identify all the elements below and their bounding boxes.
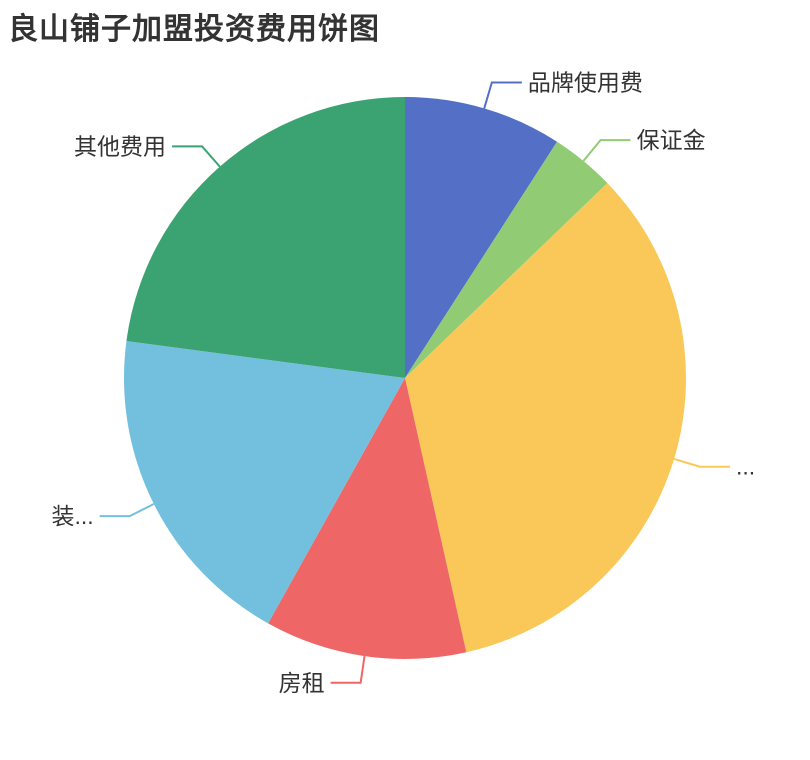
pie-label-2: ... [736, 454, 755, 480]
pie-slice-4[interactable] [123, 341, 405, 624]
pie-label-4: 装... [52, 503, 94, 529]
label-line-0 [483, 81, 522, 109]
pie-slice-1[interactable] [405, 141, 608, 378]
label-line-3 [330, 655, 366, 684]
chart-title: 良山铺子加盟投资费用饼图 [8, 13, 380, 46]
pie-label-1: 保证金 [637, 127, 706, 153]
pie-slice-3[interactable] [268, 378, 467, 659]
label-line-4 [99, 503, 155, 518]
label-line-2 [673, 457, 730, 468]
pie-slice-0[interactable] [405, 97, 558, 378]
pie-label-5: 其他费用 [74, 133, 166, 159]
label-line-5 [172, 145, 221, 168]
pie-label-0: 品牌使用费 [528, 70, 643, 96]
pie-slice-5[interactable] [126, 97, 405, 378]
label-line-1 [582, 139, 631, 162]
pie-slice-2[interactable] [405, 183, 687, 653]
pie-label-3: 房租 [279, 670, 325, 696]
